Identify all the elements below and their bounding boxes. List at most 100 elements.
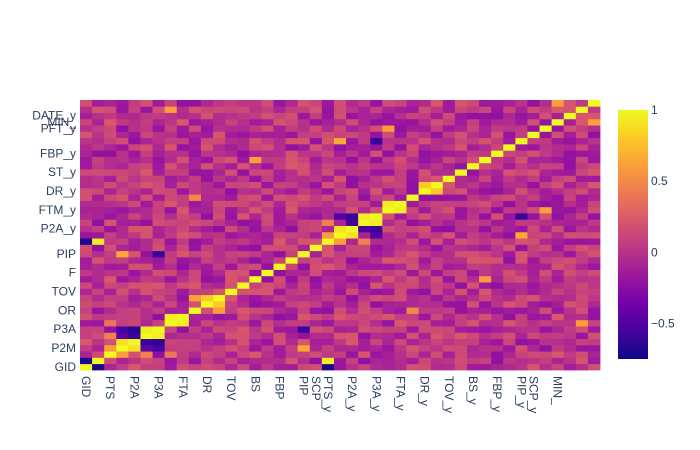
heatmap-cell [104,294,117,302]
heatmap-cell [346,206,359,214]
heatmap-cell [587,326,601,333]
heatmap-cell [406,225,419,233]
heatmap-cell [479,187,492,195]
heatmap-cell [479,213,492,220]
heatmap-cell [213,118,226,126]
heatmap-cell [140,225,153,233]
heatmap-cell [370,225,383,233]
x-tick-label: BS [248,376,262,392]
y-axis-ticks: GIDP2MP3AORTOVFPIPDATE_yP2A_yFTM_yDR_yST… [32,109,76,374]
heatmap-cell [273,294,286,302]
heatmap-cell [309,219,323,226]
heatmap-cell [225,231,238,239]
heatmap-cell [309,143,323,151]
heatmap-cell [80,112,93,120]
heatmap-cell [563,326,577,333]
heatmap-cell [430,282,444,289]
heatmap-cell [491,219,504,226]
heatmap-cell [200,351,214,358]
heatmap-cell [261,181,274,189]
heatmap-cell [454,213,468,220]
heatmap-cell [418,263,432,270]
heatmap-cell [406,294,419,302]
heatmap-cell [406,256,419,264]
heatmap-cell [479,200,492,208]
heatmap-cell [92,219,105,226]
heatmap-cell [128,100,141,107]
heatmap-cell [563,156,577,164]
heatmap-cell [333,300,347,308]
heatmap-cell [164,250,178,258]
heatmap-cell [200,213,214,220]
heatmap-cell [80,319,93,327]
heatmap-cell [394,175,407,183]
heatmap-cell [333,275,347,283]
heatmap-cell [297,244,311,252]
heatmap-cell [515,100,528,107]
heatmap-cell [479,181,492,189]
heatmap-cell [152,300,166,308]
heatmap-cell [225,181,238,189]
heatmap-cell [575,250,589,258]
heatmap-cell [237,219,250,226]
heatmap-cell [575,131,589,139]
heatmap-cell [164,143,178,151]
heatmap-cell [188,244,202,252]
heatmap-cell [104,131,117,139]
heatmap-cell [346,269,359,277]
heatmap-cell [539,313,553,321]
heatmap-cell [370,112,383,120]
heatmap-cell [285,282,299,289]
heatmap-cell [466,307,480,314]
heatmap-cell [370,118,383,126]
heatmap-cell [418,200,432,208]
heatmap-cell [491,225,504,233]
heatmap-cell [466,294,480,302]
heatmap-cell [321,300,335,308]
heatmap-cell [80,175,93,183]
heatmap-cell [563,238,577,245]
heatmap-cell [575,269,589,277]
heatmap-cell [503,175,516,183]
heatmap-cell [503,288,516,296]
heatmap-cell [430,313,444,321]
heatmap-cell [249,269,262,277]
heatmap-cell [249,282,262,289]
heatmap-cell [261,307,274,314]
heatmap-cell [333,131,347,139]
heatmap-cell [503,206,516,214]
heatmap-cell [333,225,347,233]
heatmap-cell [188,256,202,264]
heatmap-cell [116,238,129,245]
heatmap-cell [128,181,141,189]
heatmap-cell [104,332,117,340]
heatmap-cell [370,231,383,239]
heatmap-cell [152,225,166,233]
heatmap-cell [297,250,311,258]
heatmap-cell [563,231,577,239]
heatmap-cell [479,112,492,120]
heatmap-cell [80,118,93,126]
heatmap-cell [394,112,407,120]
heatmap-cell [442,338,456,346]
heatmap-cell [104,143,117,151]
heatmap-cell [575,137,589,145]
heatmap-cell [358,150,371,157]
heatmap-cell [92,319,105,327]
heatmap-cell [164,137,178,145]
heatmap-cell [503,150,516,157]
heatmap-cell [321,294,335,302]
x-tick-label: SCP_y [526,376,540,413]
heatmap-cell [213,282,226,289]
heatmap-cell [515,181,528,189]
heatmap-cell [237,344,250,352]
heatmap-cell [225,143,238,151]
heatmap-cell [491,181,504,189]
heatmap-cell [213,169,226,176]
heatmap-cell [466,338,480,346]
heatmap-cell [394,326,407,333]
heatmap-cell [116,263,129,270]
heatmap-cell [164,181,178,189]
heatmap-cell [503,200,516,208]
heatmap-cell [164,118,178,126]
